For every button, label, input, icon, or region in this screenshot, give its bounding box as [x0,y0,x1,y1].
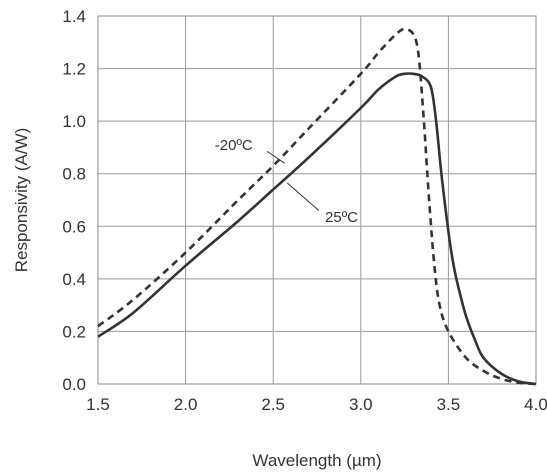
tick-labels: 1.5 2.0 2.5 3.0 3.5 4.0 0.0 0.2 0.4 0.6 0.8 1.0 1.2 1… [62,7,547,414]
y-tick-label: 0.0 [62,375,86,394]
x-tick-label: 3.0 [349,395,373,414]
series-group [97,27,537,386]
x-tick-label: 3.5 [437,395,461,414]
annotation-leader-minus20c [266,150,285,164]
y-tick-label: 0.2 [62,322,86,341]
y-tick-label: 0.4 [62,270,86,289]
y-tick-label: 1.2 [62,60,86,79]
annotation-25c: 25ºC [325,209,358,226]
series-line-25c [97,72,537,386]
annotation-minus20c: -20ºC [215,137,253,154]
y-tick-label: 0.6 [62,217,86,236]
x-tick-label: 1.5 [86,395,110,414]
annotation-leader-25c [286,182,320,211]
annotations: -20ºC 25ºC [215,137,358,226]
grid [97,15,537,385]
x-tick-label: 2.5 [261,395,285,414]
y-axis-label: Responsivity (A/W) [12,128,31,273]
x-tick-label: 4.0 [524,395,547,414]
x-tick-label: 2.0 [174,395,198,414]
y-tick-label: 1.0 [62,112,86,131]
x-axis-label: Wavelength (µm) [252,451,381,470]
series-line-minus20c [97,27,537,386]
y-tick-label: 0.8 [62,165,86,184]
y-tick-label: 1.4 [62,7,86,26]
plot-frame [97,15,537,385]
